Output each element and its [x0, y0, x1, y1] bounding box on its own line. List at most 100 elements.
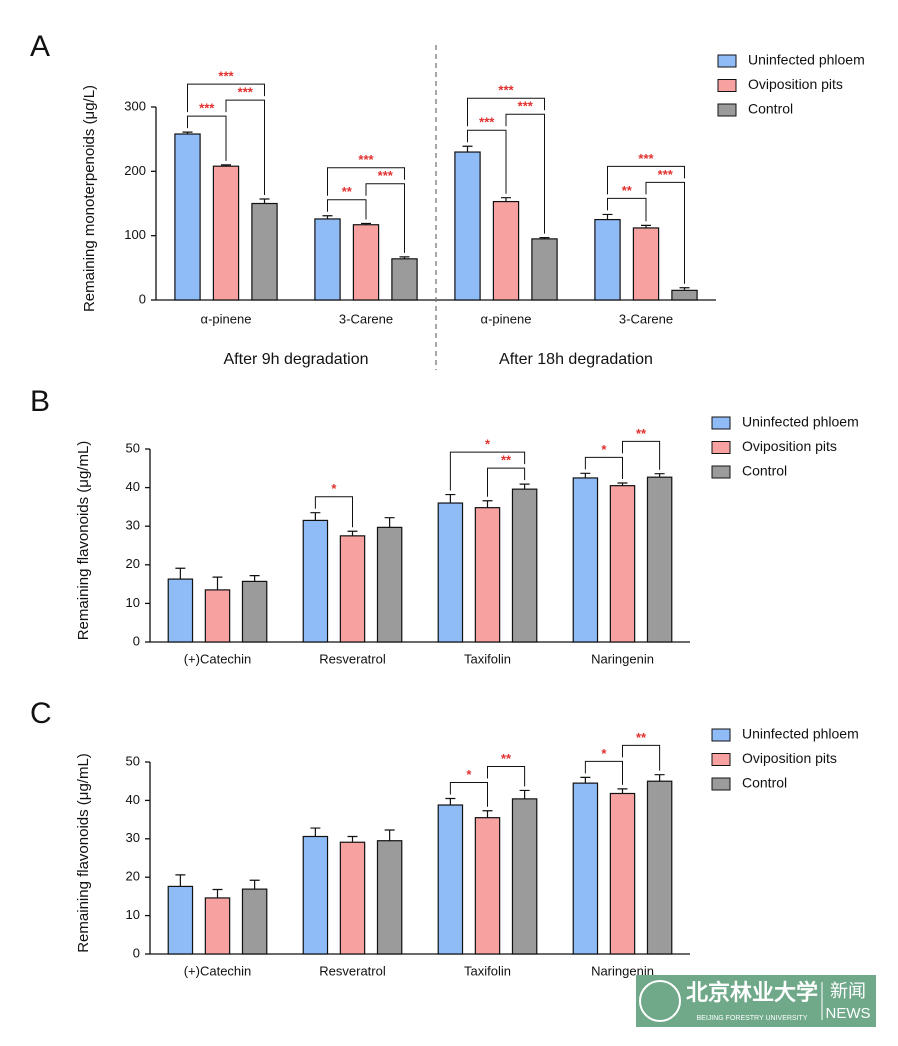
significance-bracket	[225, 99, 265, 195]
significance-bracket	[622, 440, 661, 470]
x-tick-label: Naringenin	[591, 651, 654, 666]
significance-bracket	[449, 451, 526, 491]
significance-bracket	[487, 467, 526, 497]
error-bar	[347, 530, 358, 536]
significance-label: ***	[658, 167, 674, 182]
error-bar	[249, 575, 260, 582]
error-bar	[462, 145, 473, 153]
significance-label: ***	[199, 101, 215, 116]
error-bar	[539, 236, 550, 239]
bar	[241, 888, 268, 955]
error-bar	[654, 774, 665, 782]
error-bar	[654, 473, 665, 478]
bar	[437, 502, 464, 643]
legend-label: Uninfected phloem	[748, 52, 865, 68]
significance-label: ***	[358, 152, 374, 167]
bar	[609, 792, 636, 955]
bar	[474, 817, 501, 955]
y-tick-label: 40	[126, 479, 140, 494]
error-bar	[580, 472, 591, 478]
error-bar	[519, 483, 530, 490]
error-bar	[322, 215, 333, 219]
bar	[671, 289, 698, 301]
error-bar	[182, 131, 193, 135]
group-label: After 18h degradation	[499, 351, 653, 368]
legend-swatch	[711, 777, 731, 791]
legend-swatch	[711, 465, 731, 479]
bar	[376, 840, 403, 955]
x-tick-label: α-pinene	[201, 311, 252, 326]
x-tick-label: Taxifolin	[464, 651, 511, 666]
error-bar	[310, 827, 321, 837]
error-bar	[641, 224, 651, 228]
y-tick-label: 40	[126, 792, 140, 807]
significance-label: ***	[218, 69, 234, 84]
bar	[352, 224, 380, 301]
panel: B Remaining flavonoids (μg/mL) 0 10 20 30 40 50…	[30, 385, 859, 667]
bar	[646, 780, 673, 955]
significance-bracket	[327, 167, 405, 196]
watermark-name-en: BEIJING FORESTRY UNIVERSITY	[697, 1015, 808, 1022]
y-tick-label: 0	[133, 633, 140, 648]
legend-label: Control	[742, 463, 787, 479]
error-bar	[482, 500, 493, 508]
y-tick-label: 50	[126, 440, 140, 455]
significance-bracket	[622, 744, 661, 771]
y-tick-label: 30	[126, 518, 140, 533]
x-tick-label: α-pinene	[481, 311, 532, 326]
error-bar	[519, 789, 530, 799]
significance-label: *	[485, 437, 491, 452]
significance-label: ***	[378, 168, 394, 183]
significance-bracket	[505, 113, 545, 234]
significance-bracket	[365, 183, 405, 253]
error-bar	[310, 512, 321, 521]
y-axis-label: Remaining monoterpenoids (μg/L)	[81, 85, 98, 312]
error-bar	[175, 874, 186, 887]
x-tick-label: (+)Catechin	[184, 963, 252, 978]
y-tick-label: 20	[126, 869, 140, 884]
bar	[454, 151, 481, 301]
bar	[302, 519, 329, 643]
significance-bracket	[487, 765, 526, 787]
significance-label: **	[636, 426, 647, 441]
error-bar	[361, 222, 371, 225]
significance-label: **	[636, 730, 647, 745]
bar	[167, 578, 194, 643]
significance-label: ***	[238, 85, 254, 100]
panel-label: C	[30, 697, 52, 730]
y-tick-label: 0	[133, 945, 140, 960]
significance-bracket	[187, 83, 265, 113]
error-bar	[399, 256, 410, 259]
significance-bracket	[467, 97, 545, 127]
bar	[572, 782, 599, 955]
bar	[251, 202, 278, 301]
x-tick-label: (+)Catechin	[184, 651, 252, 666]
bar	[632, 227, 660, 301]
watermark-name: 北京林业大学	[686, 980, 818, 1005]
legend-label: Uninfected phloem	[742, 726, 859, 742]
legend-swatch	[717, 54, 737, 68]
error-bar	[445, 493, 456, 504]
significance-bracket	[467, 129, 507, 194]
error-bar	[249, 879, 260, 890]
bar	[302, 835, 329, 955]
y-tick-label: 10	[126, 907, 140, 922]
y-tick-label: 20	[126, 556, 140, 571]
legend-label: Uninfected phloem	[742, 414, 859, 430]
x-tick-label: Resveratrol	[319, 963, 386, 978]
bar	[339, 841, 366, 955]
significance-label: ***	[479, 115, 495, 130]
significance-label: ***	[518, 99, 534, 114]
error-bar	[679, 287, 690, 291]
significance-label: *	[601, 746, 607, 761]
error-bar	[384, 829, 395, 841]
significance-bracket	[187, 115, 227, 161]
panel: C Remaining flavonoids (μg/mL) 0 10 20 30 40 50…	[30, 697, 859, 979]
bar	[646, 476, 673, 643]
legend-swatch	[711, 441, 731, 454]
significance-label: **	[622, 183, 633, 198]
bar	[609, 485, 636, 643]
bar	[204, 897, 231, 955]
bar	[572, 477, 599, 643]
